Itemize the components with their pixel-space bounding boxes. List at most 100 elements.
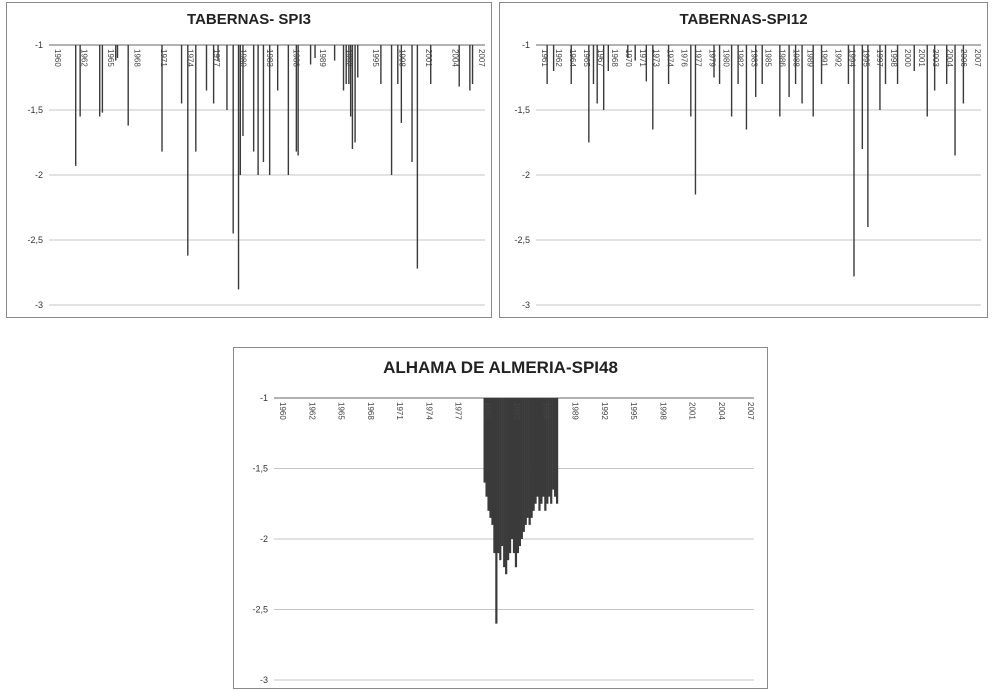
bar [522,398,525,532]
bar [79,45,81,117]
bar [954,45,956,156]
bar [485,398,488,497]
bar [713,45,715,78]
x-tick-label: 1983 [750,49,759,67]
bar [161,45,163,152]
x-tick-label: 1961 [540,49,549,67]
x-tick-label: 1968 [133,49,142,67]
bar [634,45,636,61]
bar [400,45,403,123]
y-tick-label: -1,5 [27,105,43,115]
bar [532,398,535,511]
x-tick-label: 1960 [278,402,287,420]
chart-panel-alhama-spi48: ALHAMA DE ALMERIA-SPI48 -1 -1,5 -2 -2,5 -3 19… [233,347,768,689]
bar [505,398,508,575]
bar [607,45,610,71]
x-tick-label: 2007 [477,49,486,67]
bar [512,398,516,554]
x-tick-label: 2003 [931,49,940,67]
x-tick-label: 1992 [345,49,354,67]
bar [550,398,553,504]
bar [514,398,518,568]
bar [913,45,915,71]
x-tick-label: 1971 [638,49,647,67]
x-tick-label: 1977 [212,49,221,67]
bar [333,45,336,61]
bar [115,45,117,61]
bar [74,45,77,166]
bar [788,45,790,97]
x-tick-label: 1980 [239,49,248,67]
x-tick-label: 1989 [571,402,580,420]
bar [489,398,492,518]
y-tick-label: -3 [35,300,43,310]
x-tick-label: 1992 [833,49,842,67]
bar [570,45,572,84]
bar [508,398,512,554]
y-tick-label: -3 [522,300,530,310]
bar [779,45,781,117]
bar [884,45,887,84]
bar [430,45,432,84]
x-tick-label: 2001 [917,49,926,67]
bar [556,398,559,504]
x-tick-label: 1986 [777,49,786,67]
chart-title: ALHAMA DE ALMERIA-SPI48 [383,358,618,377]
bar [530,398,533,518]
x-tick-label: 2004 [451,49,460,67]
chart-plot-alhama-spi48: -1 -1,5 -2 -2,5 -3 1960 1962 1965 1968 1971 1974 19… [252,393,755,685]
bar [507,398,510,561]
bar [544,398,547,511]
bar [516,398,520,554]
x-tick-label: 1977 [454,402,463,420]
x-tick-label: 1995 [371,49,380,67]
bar [217,45,219,61]
bar [268,45,271,175]
bar [491,398,494,525]
bar [262,45,265,162]
bar [962,45,965,104]
bar [896,45,899,84]
x-tick-label: 1971 [395,402,404,420]
bar [592,45,595,84]
bar [349,45,352,117]
x-tick-label: 1995 [861,49,870,67]
bar [205,45,208,91]
bar [237,45,240,290]
bar [411,45,413,162]
bar [552,398,555,490]
x-tick-label: 1980 [722,49,731,67]
y-tick-label: -2,5 [27,235,43,245]
x-tick-label: 1994 [847,49,856,67]
bar [497,398,500,554]
bar [501,398,504,547]
bar [538,398,541,511]
y-tick-label: -2 [35,170,43,180]
bar [536,398,539,497]
bar [718,45,721,84]
bar [380,45,382,84]
y-tick-label: -2 [260,534,268,544]
bar [503,398,506,568]
y-tick-label: -2,5 [514,235,530,245]
bar [552,45,555,71]
bar [667,45,670,84]
x-tick-label: 1982 [736,49,745,67]
y-tick-label: -2,5 [252,605,268,615]
bar [690,45,692,117]
x-tick-label: 1965 [106,49,115,67]
bar [469,45,471,91]
x-tick-label: 2004 [717,402,726,420]
bar [345,45,347,84]
bar [226,45,228,110]
bar [390,45,393,175]
bar [397,45,399,84]
y-tick-label: -1 [522,40,530,50]
bar [867,45,869,227]
chart-plot-tabernas-spi12: -1 -1,5 -2 -2,5 -3 1961 1962 1964 1965 1967 1968 19… [514,40,982,310]
bar [232,45,234,234]
x-tick-label: 1986 [292,49,301,67]
bar [520,398,523,539]
chart-plot-tabernas-spi3: -1 -1,5 -2 -2,5 -3 1960 1962 1965 1968 1971 1974 19… [27,40,486,310]
bar [314,45,316,58]
